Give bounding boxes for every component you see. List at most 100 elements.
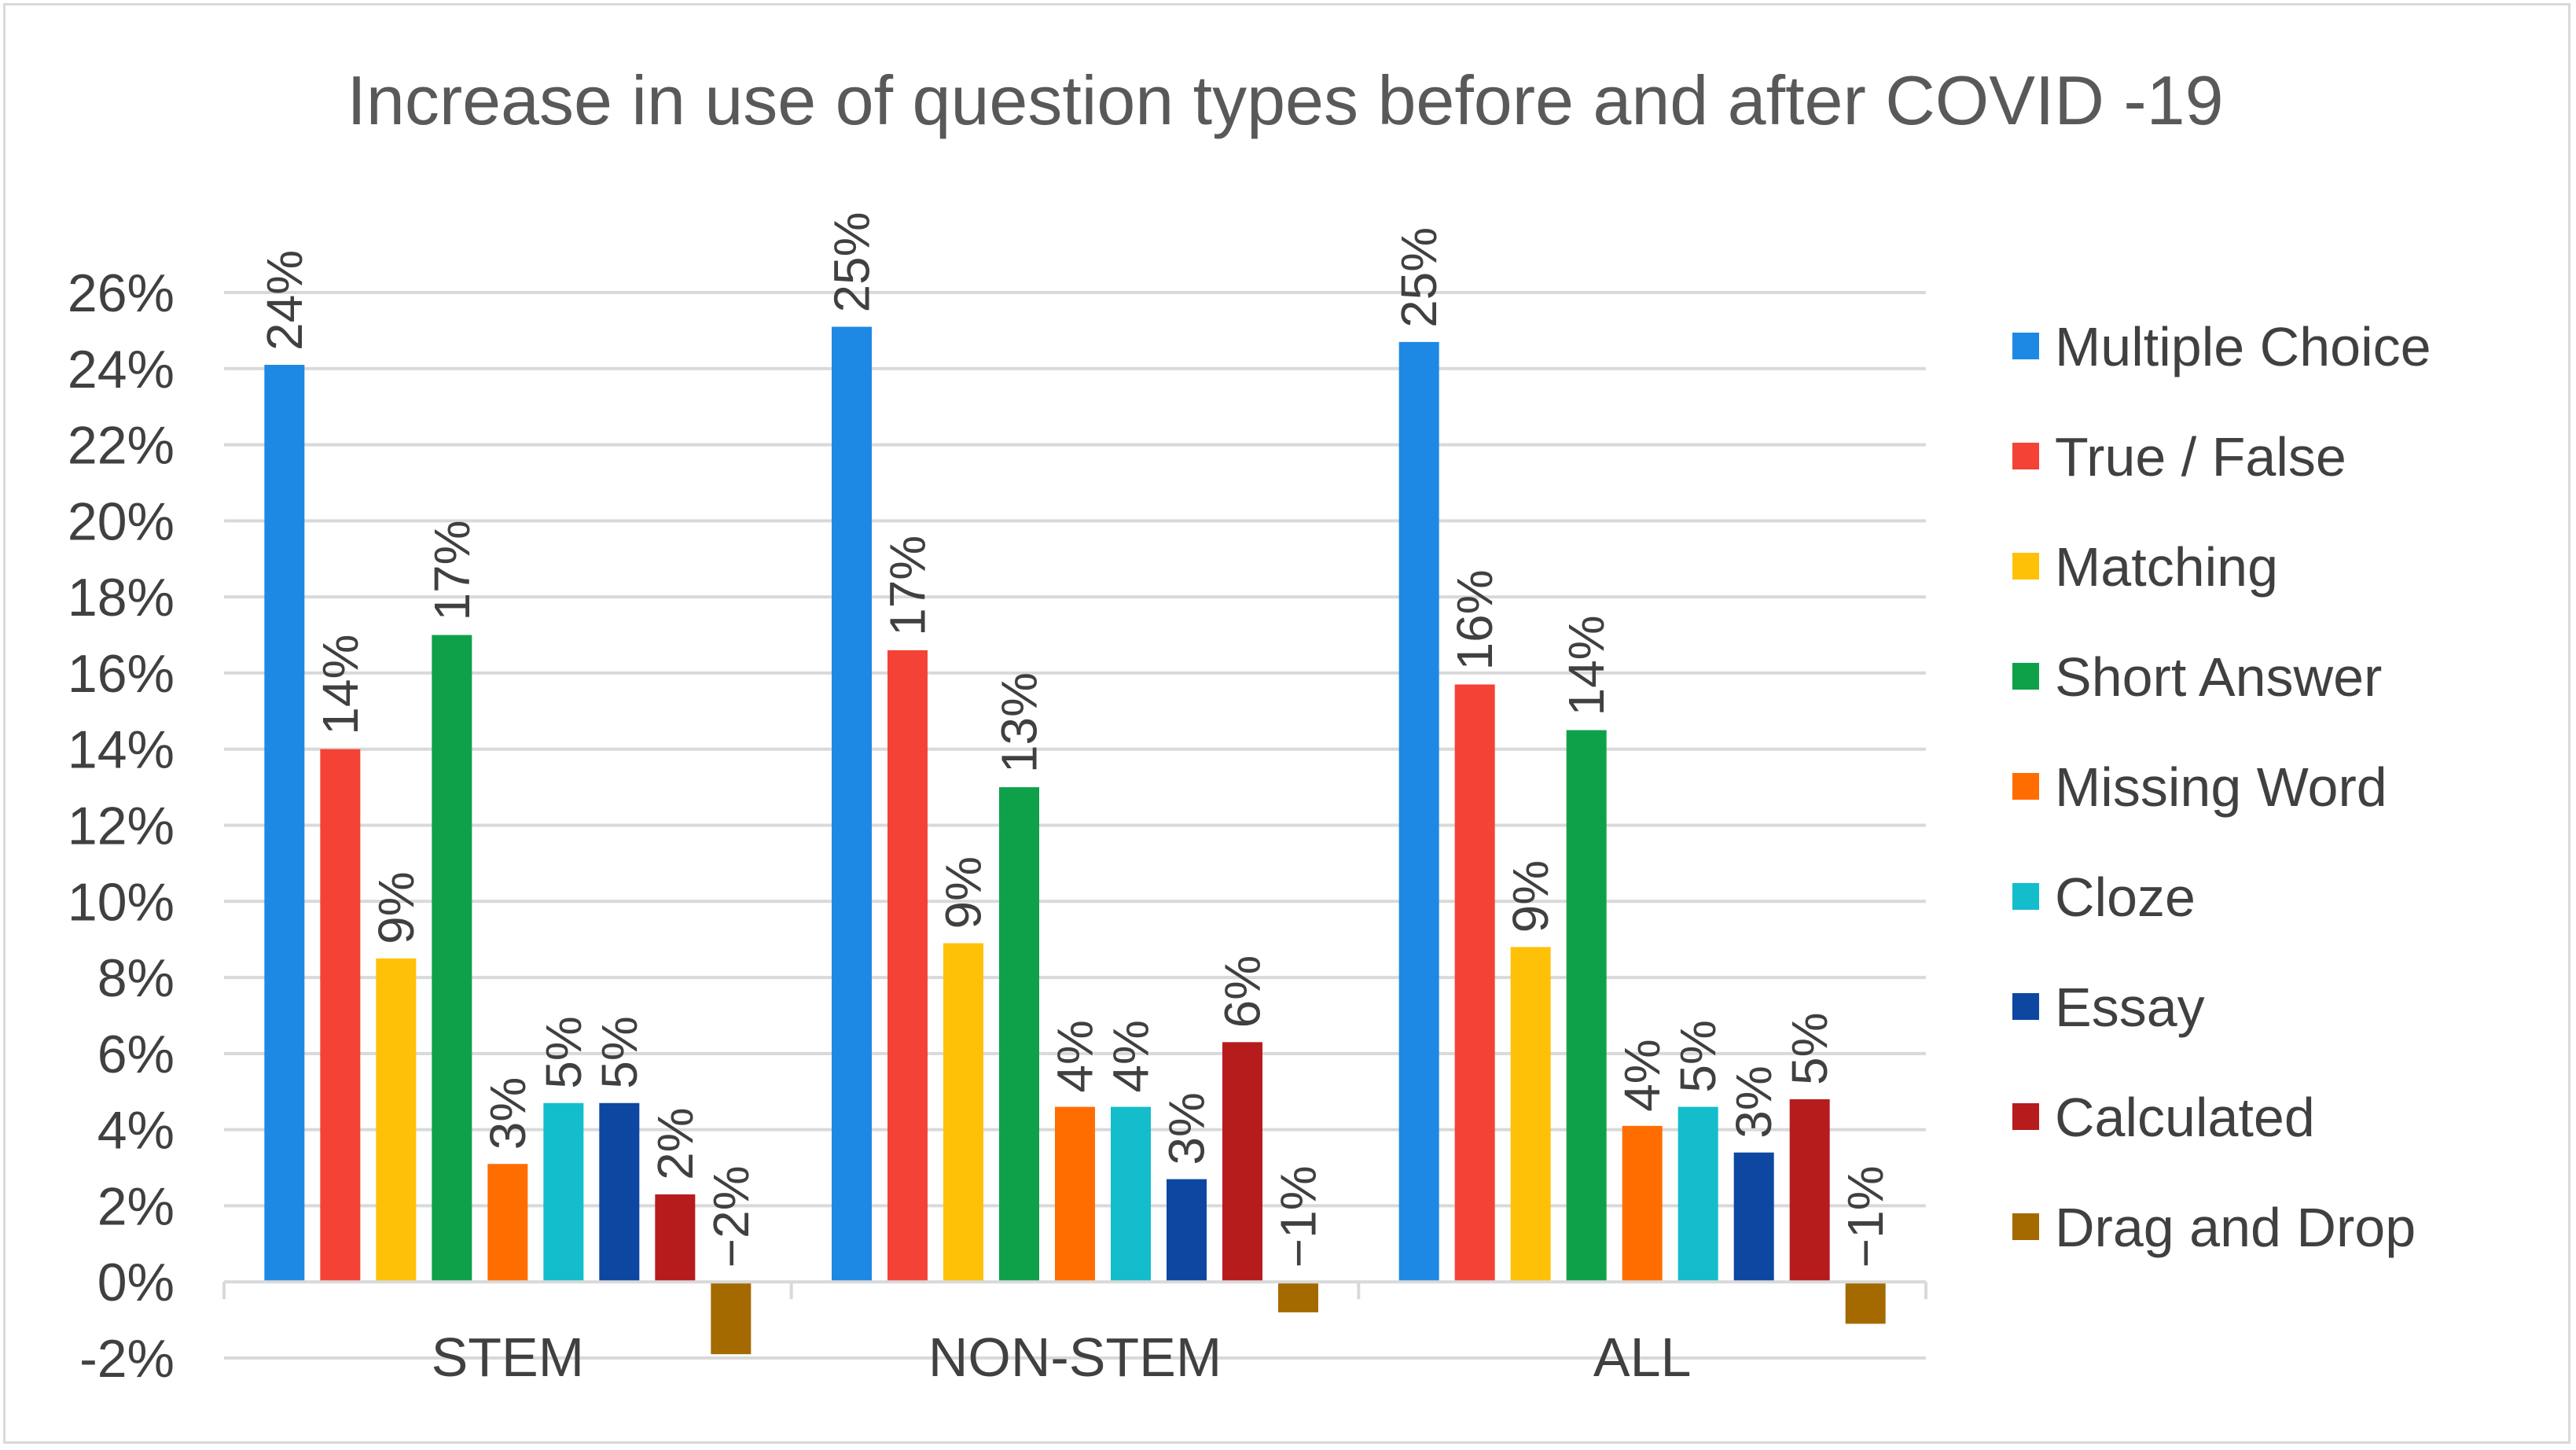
bar [887, 650, 928, 1283]
data-label: 3% [1159, 1092, 1215, 1165]
legend-item[interactable]: Calculated [2012, 1087, 2315, 1148]
legend-swatch [2012, 443, 2039, 469]
legend[interactable]: Multiple Choice True / False Matching Short… [2012, 316, 2431, 1258]
data-label: 4% [1614, 1039, 1670, 1112]
data-label: 9% [1502, 860, 1559, 933]
data-label: 6% [1215, 955, 1271, 1029]
bar [1789, 1099, 1830, 1283]
data-label: 5% [535, 1016, 592, 1089]
y-tick-label: 2% [97, 1176, 175, 1236]
legend-label: Matching [2055, 536, 2278, 598]
legend-item[interactable]: Essay [2012, 977, 2205, 1038]
data-label: 3% [480, 1077, 536, 1150]
data-label: 25% [824, 212, 880, 312]
bar [832, 326, 872, 1283]
bar [1733, 1152, 1774, 1283]
data-label: 9% [935, 856, 992, 929]
legend-swatch [2012, 553, 2039, 580]
bar [655, 1194, 696, 1283]
data-label: 24% [256, 250, 313, 351]
data-label: 17% [424, 520, 480, 620]
legend-item[interactable]: True / False [2012, 426, 2346, 488]
legend-swatch [2012, 333, 2039, 359]
legend-swatch [2012, 1103, 2039, 1130]
data-label: −1% [1270, 1165, 1327, 1268]
legend-swatch [2012, 993, 2039, 1020]
category-label: NON-STEM [928, 1327, 1222, 1388]
legend-item[interactable]: Drag and Drop [2012, 1197, 2416, 1258]
bar [487, 1164, 528, 1283]
data-label: 14% [1558, 615, 1615, 716]
data-label: 5% [1670, 1020, 1726, 1093]
y-tick-label: 20% [68, 491, 175, 551]
gridlines [224, 291, 1926, 1360]
chart-title: Increase in use of question types before… [347, 61, 2223, 139]
data-label: 16% [1446, 569, 1503, 670]
legend-label: Drag and Drop [2055, 1197, 2416, 1258]
y-tick-label: 14% [68, 720, 175, 780]
bar [1678, 1106, 1718, 1283]
legend-item[interactable]: Cloze [2012, 867, 2196, 928]
legend-item[interactable]: Short Answer [2012, 646, 2382, 708]
y-tick-label: 22% [68, 416, 175, 476]
bar [432, 635, 472, 1283]
bar [1622, 1125, 1663, 1283]
y-tick-label: 0% [97, 1253, 175, 1312]
data-label: −2% [703, 1165, 759, 1268]
data-label: 3% [1725, 1065, 1782, 1139]
bar [1111, 1106, 1151, 1283]
data-label: 14% [312, 635, 369, 735]
data-label: 17% [880, 535, 936, 636]
legend-item[interactable]: Matching [2012, 536, 2278, 598]
bar [711, 1282, 751, 1355]
legend-label: Short Answer [2055, 646, 2382, 708]
bar [1222, 1042, 1262, 1283]
data-label: 5% [1781, 1012, 1838, 1085]
bar [599, 1102, 640, 1283]
data-label: 13% [991, 672, 1048, 773]
bar [543, 1102, 584, 1283]
y-tick-label: 12% [68, 797, 175, 856]
legend-swatch [2012, 663, 2039, 690]
y-tick-label: 24% [68, 340, 175, 399]
legend-label: Cloze [2055, 867, 2196, 928]
y-tick-label: 8% [97, 948, 175, 1008]
data-label: 4% [1047, 1020, 1104, 1093]
data-label: −1% [1837, 1165, 1894, 1268]
y-tick-label: -2% [79, 1329, 175, 1389]
category-label: ALL [1593, 1327, 1692, 1388]
legend-item[interactable]: Missing Word [2012, 756, 2387, 818]
category-label: STEM [432, 1327, 584, 1388]
bar [1167, 1179, 1207, 1283]
legend-label: Calculated [2055, 1087, 2315, 1148]
y-tick-label: 6% [97, 1025, 175, 1084]
data-labels: 24%14%9%17%3%5% 5%2%−2%25%17%9%13%4% 4%3%6… [256, 212, 1894, 1268]
data-label: 9% [368, 871, 424, 944]
bar [1454, 684, 1495, 1283]
y-tick-label: 10% [68, 872, 175, 932]
data-label: 5% [591, 1016, 648, 1089]
bar [320, 749, 361, 1283]
y-axis-ticks: -2% 0% 2% 4% 6% 8% 10% 12% 14% 16% 18% 20% 22% 24% 26% [68, 263, 175, 1389]
data-label: 4% [1103, 1020, 1159, 1093]
bar [1398, 341, 1439, 1283]
legend-item[interactable]: Multiple Choice [2012, 316, 2431, 377]
chart-frame [3, 3, 2570, 1444]
bar [1510, 947, 1551, 1283]
y-tick-label: 18% [68, 568, 175, 627]
bar [1055, 1106, 1095, 1283]
bar [1278, 1282, 1318, 1312]
legend-label: True / False [2055, 426, 2346, 488]
data-label: 2% [647, 1107, 704, 1180]
data-label: 25% [1391, 227, 1447, 328]
bars [264, 326, 1886, 1355]
bar [1566, 730, 1607, 1283]
bar [999, 787, 1039, 1283]
bar [1845, 1282, 1886, 1324]
legend-label: Essay [2055, 977, 2205, 1038]
legend-swatch [2012, 1213, 2039, 1240]
legend-swatch [2012, 773, 2039, 800]
bar [376, 958, 417, 1283]
bar [264, 364, 305, 1283]
